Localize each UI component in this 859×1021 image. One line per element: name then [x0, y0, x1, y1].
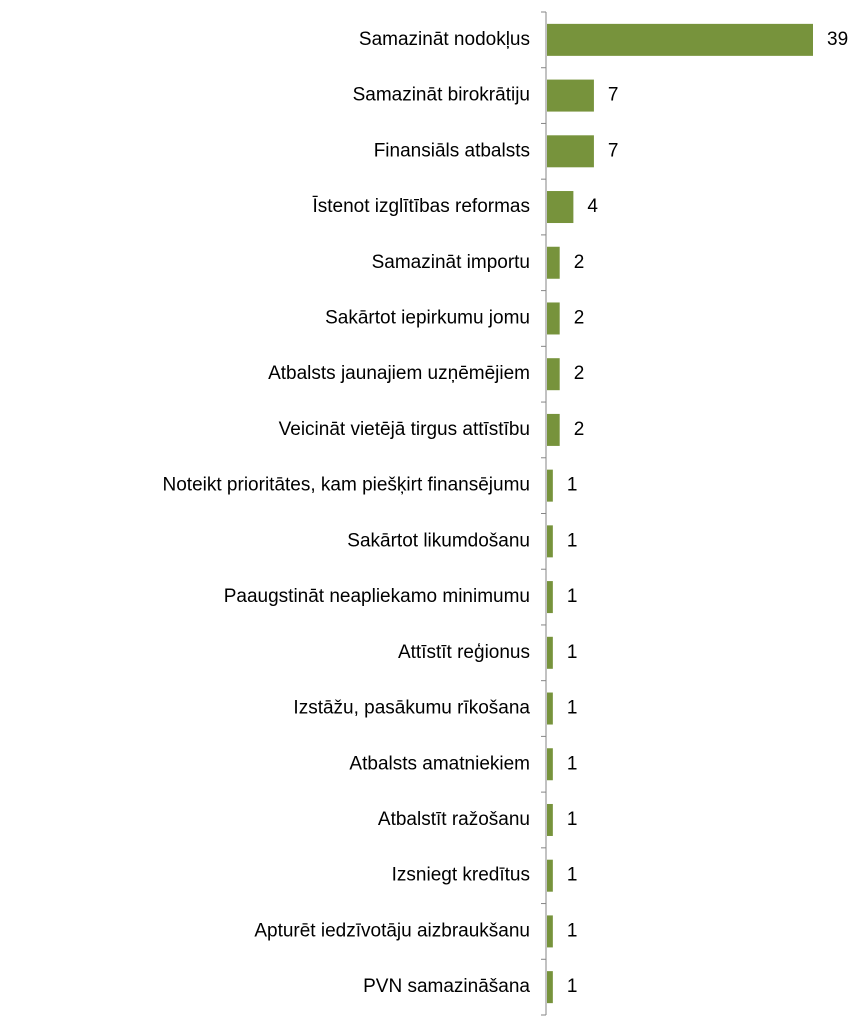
category-label: Samazināt importu [372, 252, 530, 273]
value-label: 2 [574, 307, 585, 328]
category-label: Samazināt birokrātiju [353, 85, 530, 106]
category-label: Samazināt nodokļus [359, 29, 530, 50]
value-label: 1 [567, 642, 578, 663]
category-label: Noteikt prioritātes, kam piešķirt finans… [163, 475, 530, 496]
category-label: Finansiāls atbalsts [374, 140, 530, 161]
category-label: PVN samazināšana [363, 976, 530, 997]
category-label: Izsniegt kredītus [392, 865, 530, 886]
value-label: 39 [827, 29, 848, 50]
value-label: 2 [574, 363, 585, 384]
value-label: 1 [567, 753, 578, 774]
bar [547, 803, 553, 836]
bar [547, 191, 574, 224]
bar [547, 23, 813, 56]
bar [547, 135, 594, 168]
bar [547, 525, 553, 558]
bar [547, 636, 553, 669]
bar [547, 302, 560, 335]
category-label: Īstenot izglītības reformas [312, 196, 530, 217]
bar [547, 859, 553, 892]
value-label: 1 [567, 586, 578, 607]
bar [547, 469, 553, 502]
category-label: Atbalstīt ražošanu [378, 809, 530, 830]
category-label: Apturēt iedzīvotāju aizbraukšanu [254, 920, 530, 941]
value-label: 1 [567, 865, 578, 886]
value-label: 1 [567, 475, 578, 496]
bar [547, 413, 560, 446]
category-label: Atbalsts amatniekiem [349, 753, 530, 774]
category-label: Veicināt vietējā tirgus attīstību [279, 419, 530, 440]
bar [547, 748, 553, 781]
value-label: 2 [574, 252, 585, 273]
bar [547, 692, 553, 725]
value-label: 1 [567, 809, 578, 830]
value-label: 4 [587, 196, 598, 217]
bar [547, 358, 560, 391]
value-label: 1 [567, 976, 578, 997]
bar [547, 581, 553, 614]
bar [547, 79, 594, 112]
bar [547, 971, 553, 1004]
category-label: Sakārtot likumdošanu [347, 530, 530, 551]
category-label: Izstāžu, pasākumu rīkošana [293, 698, 530, 719]
category-label: Paaugstināt neapliekamo minimumu [224, 586, 530, 607]
bar [547, 915, 553, 948]
value-label: 1 [567, 920, 578, 941]
value-label: 7 [608, 85, 619, 106]
value-label: 1 [567, 530, 578, 551]
value-label: 1 [567, 698, 578, 719]
value-label: 7 [608, 140, 619, 161]
category-label: Sakārtot iepirkumu jomu [325, 307, 530, 328]
bar [547, 246, 560, 279]
value-label: 2 [574, 419, 585, 440]
category-label: Attīstīt reģionus [398, 642, 530, 663]
category-label: Atbalsts jaunajiem uzņēmējiem [268, 363, 530, 384]
